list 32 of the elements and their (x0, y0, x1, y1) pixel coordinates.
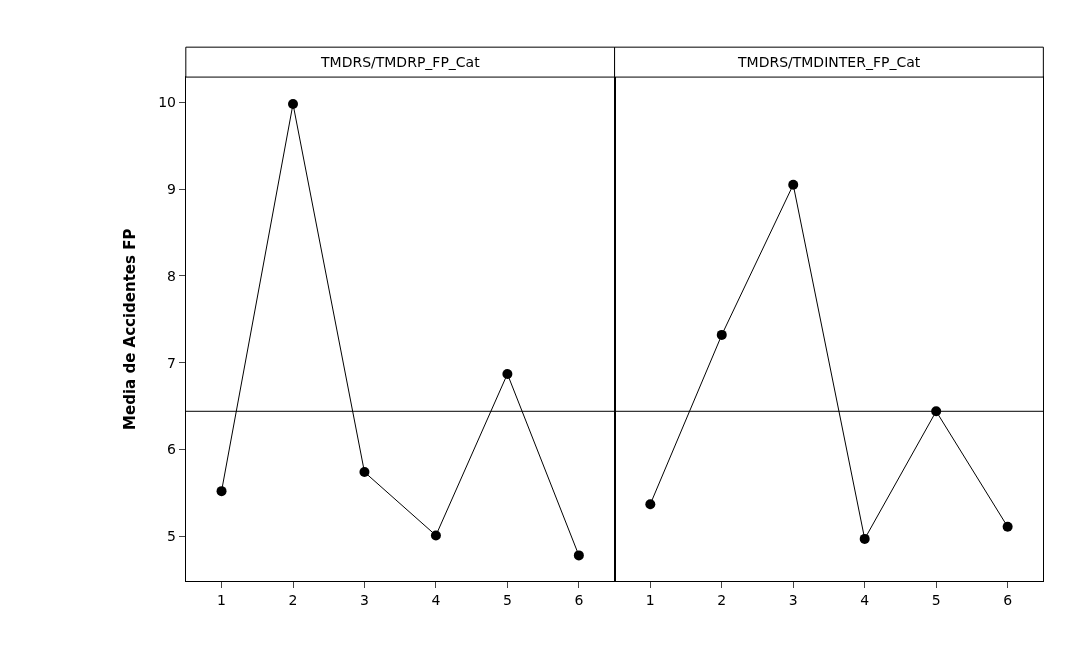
point (359, 467, 370, 478)
x-tick-label: 1 (645, 592, 655, 609)
point (502, 368, 513, 379)
point (1002, 521, 1013, 532)
y-tick-label: 7 (167, 354, 177, 371)
y-tick-label: 10 (158, 94, 177, 111)
point (645, 499, 656, 510)
x-tick-label: 6 (1003, 592, 1013, 609)
y-tick-label: 8 (167, 267, 177, 284)
y-axis-title: Media de Accidentes FP (121, 228, 140, 430)
y-tick-label: 6 (167, 441, 177, 458)
point (788, 179, 799, 190)
x-tick-label: 2 (288, 592, 298, 609)
chart-title: TMDRS/TMDRP_FP_Cat (320, 54, 481, 70)
x-tick-label: 3 (360, 592, 369, 609)
x-tick-label: 4 (431, 592, 441, 609)
point (216, 486, 227, 497)
x-tick-label: 6 (574, 592, 584, 609)
point (716, 329, 727, 340)
x-tick-label: 5 (931, 592, 941, 609)
x-tick-label: 2 (717, 592, 727, 609)
x-tick-label: 1 (217, 592, 227, 609)
point (288, 99, 298, 109)
x-tick-label: 5 (502, 592, 512, 609)
chart-title: TMDRS/TMDINTER_FP_Cat (737, 54, 921, 70)
x-tick-label: 4 (860, 592, 870, 609)
y-tick-label: 5 (167, 528, 177, 545)
point (430, 530, 441, 541)
y-tick-label: 9 (167, 180, 177, 197)
point (859, 533, 870, 544)
x-tick-label: 3 (788, 592, 798, 609)
point (573, 550, 584, 561)
